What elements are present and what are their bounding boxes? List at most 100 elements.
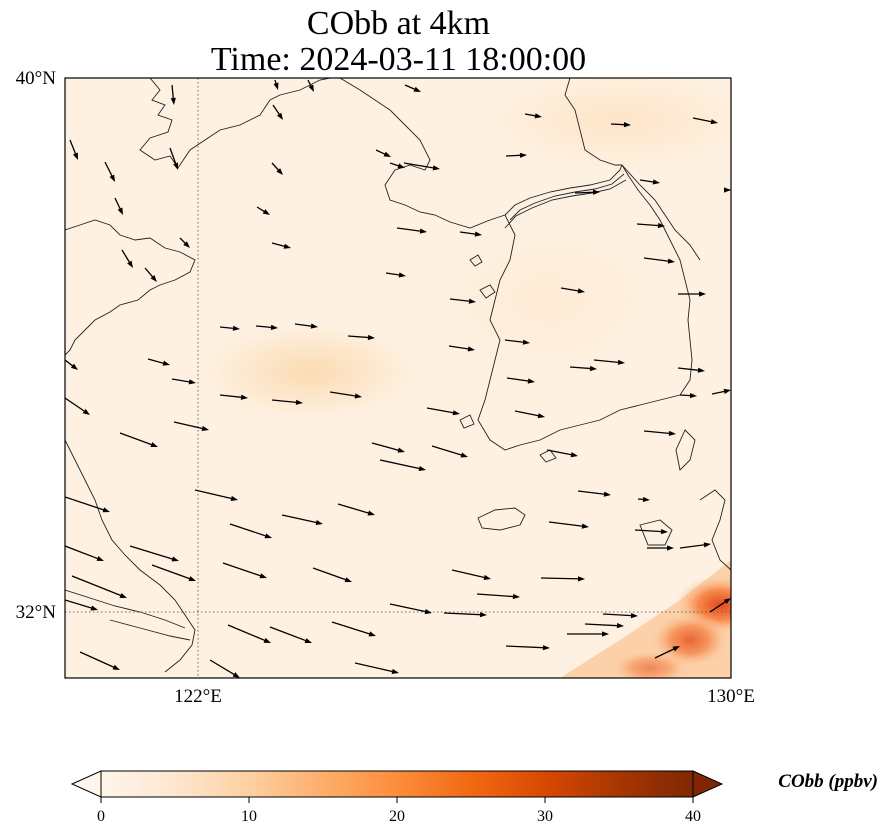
wind-arrow-head bbox=[367, 334, 375, 341]
wind-arrow-head bbox=[171, 556, 179, 562]
wind-arrow-head bbox=[667, 545, 674, 551]
wind-arrow-head bbox=[354, 393, 362, 399]
wind-arrow-head bbox=[660, 528, 668, 535]
wind-arrow-shaft bbox=[337, 503, 372, 515]
wind-arrow-head bbox=[183, 241, 190, 248]
wind-arrow-head bbox=[667, 258, 675, 264]
wind-arrow-head bbox=[534, 113, 542, 119]
wind-arrow-head bbox=[127, 260, 133, 268]
wind-arrow-head bbox=[90, 605, 98, 611]
wind-arrow-head bbox=[344, 577, 352, 583]
wind-arrow-head bbox=[119, 592, 127, 598]
wind-arrow-head bbox=[630, 613, 638, 619]
wind-arrow-head bbox=[259, 573, 267, 579]
wind-arrow-head bbox=[82, 408, 90, 415]
wind-arrow-head bbox=[519, 152, 527, 158]
wind-arrow-head bbox=[263, 637, 271, 643]
wind-arrow-shaft bbox=[347, 335, 372, 339]
wind-arrow-head bbox=[724, 187, 731, 193]
wind-arrow-shaft bbox=[65, 496, 107, 512]
wind-arrow-shaft bbox=[151, 564, 193, 581]
wind-arrow-head bbox=[537, 413, 545, 419]
wind-arrow-shaft bbox=[65, 545, 101, 561]
wind-arrow-shaft bbox=[677, 367, 702, 372]
wind-arrow-head bbox=[270, 324, 278, 330]
wind-arrow-shaft bbox=[171, 378, 193, 383]
wind-arrow-head bbox=[70, 363, 78, 370]
wind-arrow-shaft bbox=[173, 421, 206, 430]
wind-arrow-head bbox=[188, 379, 196, 385]
wind-arrow-head bbox=[367, 510, 375, 516]
wind-arrow-head bbox=[602, 631, 609, 637]
wind-arrow-head bbox=[72, 152, 78, 160]
wind-arrow-head bbox=[623, 122, 631, 128]
wind-arrow-shaft bbox=[65, 397, 88, 414]
wind-arrow-shaft bbox=[354, 662, 396, 673]
wind-arrow-head bbox=[592, 189, 600, 195]
wind-arrow-shaft bbox=[222, 562, 264, 578]
wind-arrow-head bbox=[264, 533, 272, 539]
wind-arrow-head bbox=[397, 447, 405, 453]
wind-arrow-shaft bbox=[459, 231, 479, 236]
wind-arrow-shaft bbox=[548, 521, 586, 528]
wind-arrow-head bbox=[642, 496, 650, 503]
wind-arrow-head bbox=[570, 452, 578, 458]
wind-arrow-head bbox=[527, 378, 535, 384]
wind-arrow-shaft bbox=[504, 339, 527, 344]
wind-arrow-shaft bbox=[451, 569, 488, 579]
wind-arrow-shaft bbox=[577, 490, 608, 496]
wind-arrow-shaft bbox=[448, 345, 472, 351]
wind-arrow-head bbox=[577, 288, 585, 294]
wind-arrow-shaft bbox=[654, 647, 677, 659]
wind-arrow-head bbox=[109, 174, 115, 182]
wind-arrow-shaft bbox=[569, 366, 594, 370]
wind-arrow-shaft bbox=[476, 593, 517, 598]
wind-arrow-shaft bbox=[506, 377, 532, 383]
wind-arrow-head bbox=[173, 162, 179, 170]
wind-vectors bbox=[65, 79, 731, 678]
wind-arrow-shaft bbox=[443, 612, 484, 616]
wind-arrow-head bbox=[304, 638, 312, 643]
wind-arrow-head bbox=[391, 668, 399, 674]
wind-arrow-head bbox=[150, 274, 157, 282]
wind-arrow-shaft bbox=[389, 603, 429, 613]
wind-arrow-head bbox=[699, 291, 706, 297]
wind-arrow-shaft bbox=[546, 449, 575, 456]
wind-arrow-head bbox=[424, 608, 432, 615]
wind-arrow-head bbox=[479, 612, 487, 618]
wind-arrow-shaft bbox=[147, 358, 167, 365]
wind-arrow-head bbox=[117, 207, 123, 215]
wind-arrow-shaft bbox=[281, 514, 320, 524]
wind-arrow-head bbox=[697, 367, 705, 373]
wind-arrow-head bbox=[232, 325, 240, 331]
wind-arrow-shaft bbox=[634, 529, 665, 533]
wind-arrow-shaft bbox=[709, 599, 729, 613]
wind-arrow-head bbox=[512, 593, 520, 600]
wind-arrow-head bbox=[383, 151, 391, 157]
wind-arrow-shaft bbox=[379, 459, 423, 470]
colorbar-max-extend bbox=[692, 770, 724, 798]
wind-arrow-shaft bbox=[229, 523, 269, 538]
wind-arrow-head bbox=[474, 231, 482, 237]
wind-arrow-head bbox=[262, 209, 270, 215]
colorbar-label: CObb (ppbv) bbox=[778, 771, 878, 792]
wind-arrow-head bbox=[276, 168, 283, 175]
wind-arrow-shaft bbox=[514, 410, 542, 417]
wind-arrow-shaft bbox=[129, 545, 176, 561]
wind-arrow-head bbox=[170, 97, 176, 105]
wind-arrow-shaft bbox=[329, 391, 359, 398]
wind-arrow-head bbox=[310, 323, 318, 329]
wind-arrow-shaft bbox=[255, 325, 275, 329]
wind-arrow-head bbox=[397, 163, 405, 169]
map-title: CObb at 4km bbox=[306, 5, 491, 42]
wind-arrow-head bbox=[577, 576, 585, 582]
wind-arrow-head bbox=[452, 410, 460, 416]
wind-arrow-shaft bbox=[643, 430, 673, 435]
wind-arrow-shaft bbox=[426, 407, 457, 414]
wind-arrow-head bbox=[276, 112, 283, 120]
wind-arrow-head bbox=[188, 576, 196, 582]
wind-arrow-shaft bbox=[574, 191, 597, 194]
wind-arrow-head bbox=[432, 165, 440, 171]
wind-arrow-head bbox=[418, 465, 426, 472]
